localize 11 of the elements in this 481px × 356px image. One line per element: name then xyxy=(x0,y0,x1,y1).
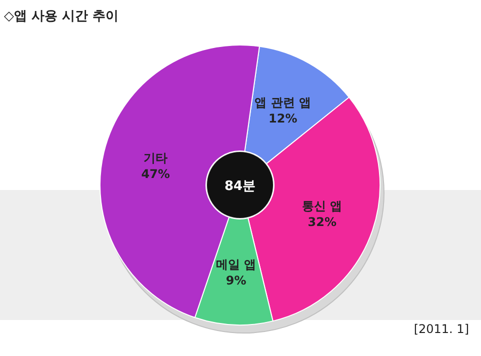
slice-label: 기타 xyxy=(144,150,168,165)
chart-title: ◇앱 사용 시간 추이 xyxy=(4,9,119,24)
data-label: 9% xyxy=(226,274,246,288)
data-label: 32% xyxy=(308,214,337,229)
slice-label: 통신 앱 xyxy=(302,198,342,213)
data-label: 47% xyxy=(141,166,170,181)
slice-label: 앱 관련 앱 xyxy=(254,96,312,110)
text: 84분 xyxy=(224,179,256,194)
slice-label: 메일 앱 xyxy=(216,258,256,272)
data-label: 12% xyxy=(268,112,298,126)
text: [2011. 1] xyxy=(414,322,469,336)
